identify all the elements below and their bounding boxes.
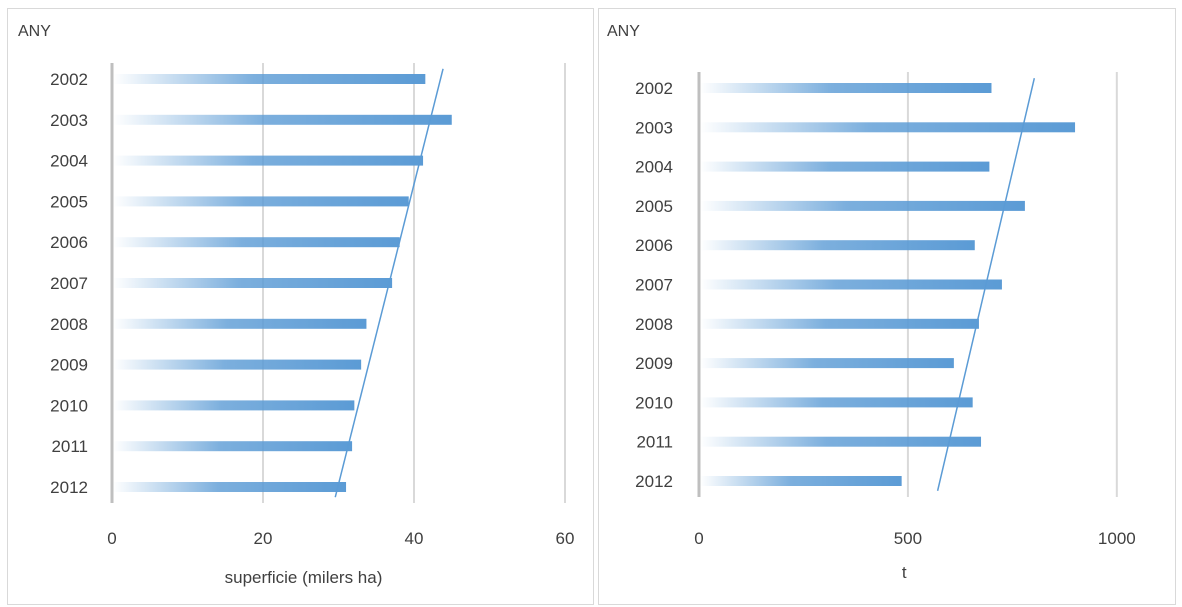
prod-bar (700, 279, 1002, 290)
prod-x-tick-label: 0 (694, 529, 703, 548)
prod-bar (700, 397, 973, 408)
area-x-tick-label: 20 (254, 529, 273, 548)
prod-bar (700, 358, 954, 369)
area-category-label: 2011 (51, 437, 88, 456)
area-axis-title-y: ANY (18, 23, 51, 40)
prod-category-label: 2009 (635, 354, 673, 373)
area-category-label: 2007 (50, 274, 88, 293)
prod-x-tick-label: 1000 (1098, 529, 1136, 548)
prod-bar (700, 83, 992, 93)
prod-bar (700, 436, 982, 447)
prod-category-label: 2008 (635, 315, 673, 334)
area-category-label: 2008 (50, 315, 88, 334)
prod-category-label: 2006 (635, 236, 673, 255)
area-bar (113, 237, 400, 248)
area-bar (113, 155, 424, 166)
chart-panel-area: ANY 0 20 40 60 2002 2003 2004 2005 2006 2007 2008 20… (7, 8, 594, 605)
prod-trendline (936, 78, 1036, 491)
prod-category-label: 2003 (635, 118, 673, 137)
prod-category-label: 2010 (635, 393, 673, 412)
area-bar (113, 482, 347, 492)
prod-category-label: 2004 (635, 158, 673, 177)
prod-bar (700, 161, 990, 172)
area-trendline (334, 68, 444, 498)
area-bar (113, 74, 426, 84)
prod-category-label: 2007 (635, 276, 673, 295)
prod-axis-title-y: ANY (607, 23, 640, 40)
prod-category-label: 2005 (635, 197, 673, 216)
area-bar (113, 196, 409, 207)
area-bar-chart: ANY 0 20 40 60 2002 2003 2004 2005 2006 2007 2008 20… (18, 23, 575, 587)
prod-bar (700, 476, 902, 486)
area-bar (113, 441, 353, 452)
prod-category-label: 2011 (636, 433, 673, 452)
area-bar (113, 114, 452, 125)
area-category-label: 2004 (50, 152, 88, 171)
prod-bar (700, 200, 1025, 211)
prod-bar (700, 122, 1076, 133)
area-category-label: 2006 (50, 233, 88, 252)
area-category-label: 2012 (50, 478, 88, 497)
chart-panel-production: ANY 0 500 1000 2002 2003 2004 2005 2006 2007 2008 2… (598, 8, 1176, 605)
prod-x-tick-label: 500 (894, 529, 922, 548)
area-x-tick-label: 60 (556, 529, 575, 548)
production-bar-chart: ANY 0 500 1000 2002 2003 2004 2005 2006 2007 2008 2… (607, 23, 1136, 582)
prod-bar (700, 318, 979, 329)
area-bar (113, 278, 393, 288)
prod-category-label: 2002 (635, 79, 673, 98)
area-category-label: 2010 (50, 396, 88, 415)
prod-axis-title-x: t (902, 563, 907, 582)
prod-category-label: 2012 (635, 472, 673, 491)
area-x-tick-label: 0 (107, 529, 116, 548)
prod-bar (700, 240, 975, 251)
area-bar (113, 318, 367, 329)
area-bar (113, 359, 362, 370)
area-category-label: 2009 (50, 356, 88, 375)
area-axis-title-x: superficie (milers ha) (225, 568, 383, 587)
area-category-label: 2002 (50, 70, 88, 89)
area-bar (113, 400, 355, 411)
area-x-tick-label: 40 (405, 529, 424, 548)
area-category-label: 2005 (50, 192, 88, 211)
area-category-label: 2003 (50, 111, 88, 130)
